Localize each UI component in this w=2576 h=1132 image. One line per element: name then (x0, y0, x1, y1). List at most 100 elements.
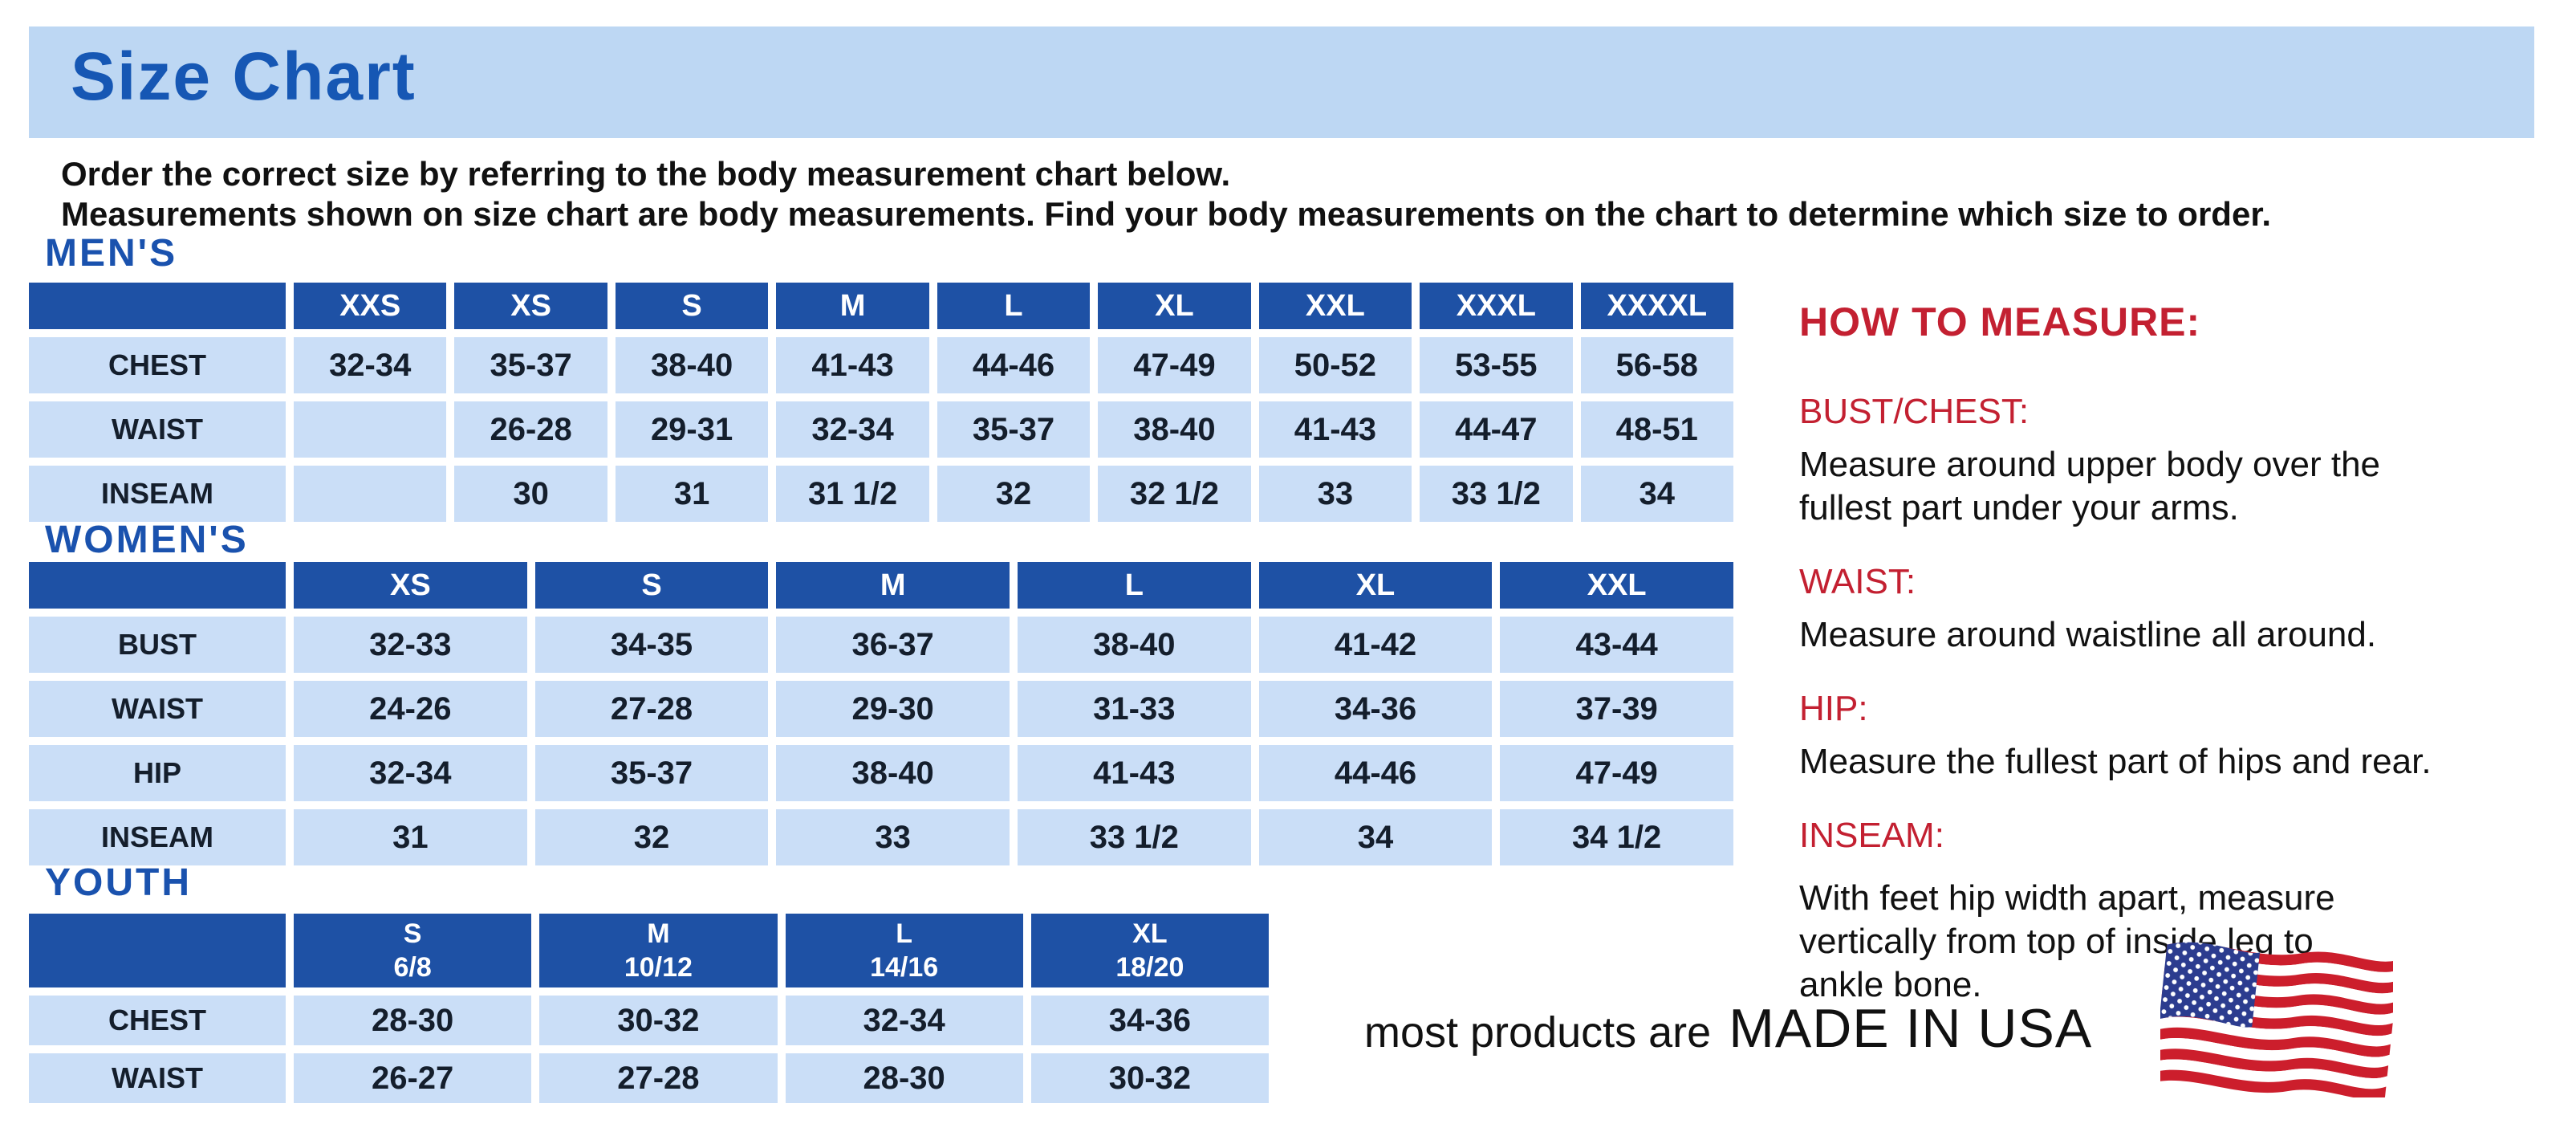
size-value-cell: 31-33 (1017, 681, 1251, 737)
size-value-cell: 38-40 (776, 745, 1010, 801)
size-value-cell: 32-34 (294, 745, 527, 801)
size-column-header: M (776, 283, 929, 329)
size-value-cell: 38-40 (615, 337, 769, 393)
size-value-cell: 33 (776, 809, 1010, 865)
measure-text-bust-chest: Measure around upper body over the fulle… (1799, 445, 2381, 527)
size-column-header: XS (294, 562, 527, 609)
measure-heading-inseam: INSEAM: (1799, 816, 1944, 855)
measurement-row-label: INSEAM (29, 809, 286, 865)
size-value-cell: 35-37 (454, 337, 607, 393)
size-value-cell: 24-26 (294, 681, 527, 737)
measurement-row-label: WAIST (29, 401, 286, 458)
mens-section-heading: MEN'S (45, 232, 178, 275)
size-value-cell: 50-52 (1258, 337, 1412, 393)
size-column-header: XXL (1258, 283, 1412, 329)
measurement-row-label: BUST (29, 617, 286, 673)
size-value-cell: 34-36 (1258, 681, 1493, 737)
table-corner-cell (29, 283, 286, 329)
measure-heading-hip: HIP: (1799, 689, 1868, 728)
size-value-cell: 29-30 (776, 681, 1010, 737)
size-value-cell: 30 (454, 466, 607, 522)
size-value-cell: 27-28 (534, 681, 769, 737)
size-value-cell: 41-43 (776, 337, 929, 393)
size-value-cell: 28-30 (785, 1053, 1023, 1103)
usa-flag-icon (2152, 933, 2400, 1107)
measure-heading-waist: WAIST: (1799, 562, 1916, 601)
size-value-cell: 47-49 (1098, 337, 1251, 393)
size-column-header: S 6/8 (294, 914, 532, 987)
size-value-cell: 35-37 (937, 401, 1091, 458)
size-value-cell: 48-51 (1580, 401, 1733, 458)
size-column-header: XS (454, 283, 607, 329)
size-value-cell: 43-44 (1500, 617, 1733, 673)
mens-size-table: XXS XS S M L XL XXL XXXL XXXXL CHEST 32-34 35-37 38-… (29, 283, 1733, 522)
size-value-cell (294, 401, 447, 458)
size-value-cell (294, 466, 447, 522)
size-value-cell: 31 (294, 809, 527, 865)
size-column-header: L 14/16 (785, 914, 1023, 987)
size-column-header: XL (1098, 283, 1251, 329)
made-in-usa-line: most products are MADE IN USA (1364, 997, 2092, 1060)
measurement-row-label: INSEAM (29, 466, 286, 522)
measurement-row-label: CHEST (29, 337, 286, 393)
intro-line-2: Measurements shown on size chart are bod… (61, 195, 2272, 233)
measurement-row-label: HIP (29, 745, 286, 801)
table-corner-cell (29, 914, 286, 987)
size-value-cell: 34-35 (534, 617, 769, 673)
measure-text-waist: Measure around waistline all around. (1799, 615, 2377, 654)
size-value-cell: 32-34 (294, 337, 447, 393)
womens-section-heading: WOMEN'S (45, 519, 249, 561)
size-value-cell: 32 1/2 (1098, 466, 1251, 522)
size-value-cell: 33 1/2 (1420, 466, 1573, 522)
size-column-header: M (776, 562, 1010, 609)
size-value-cell: 38-40 (1098, 401, 1251, 458)
intro-line-1: Order the correct size by referring to t… (61, 155, 1231, 193)
size-value-cell: 41-43 (1017, 745, 1251, 801)
measurement-row-label: CHEST (29, 996, 286, 1045)
size-column-header: XL 18/20 (1030, 914, 1269, 987)
size-value-cell: 32 (937, 466, 1091, 522)
size-column-header: XXL (1500, 562, 1733, 609)
size-value-cell: 34 (1258, 809, 1493, 865)
size-value-cell: 33 1/2 (1017, 809, 1251, 865)
size-value-cell: 38-40 (1017, 617, 1251, 673)
size-value-cell: 26-27 (294, 1053, 532, 1103)
size-column-header: XXS (294, 283, 447, 329)
size-value-cell: 27-28 (539, 1053, 778, 1103)
how-to-measure-panel: HOW TO MEASURE: BUST/CHEST: Measure arou… (1799, 299, 2576, 1007)
size-value-cell: 32-33 (294, 617, 527, 673)
size-value-cell: 28-30 (294, 996, 532, 1045)
size-value-cell: 41-42 (1258, 617, 1493, 673)
how-to-measure-title: HOW TO MEASURE: (1799, 299, 2201, 344)
title-band: Size Chart (29, 26, 2534, 138)
size-column-header: XXXXL (1580, 283, 1733, 329)
size-column-header: XXXL (1420, 283, 1573, 329)
size-column-header: L (937, 283, 1091, 329)
size-value-cell: 31 1/2 (776, 466, 929, 522)
size-column-header: M 10/12 (539, 914, 778, 987)
table-corner-cell (29, 562, 286, 609)
size-value-cell: 31 (615, 466, 769, 522)
size-value-cell: 47-49 (1500, 745, 1733, 801)
youth-section-heading: YOUTH (45, 861, 192, 904)
size-value-cell: 44-46 (1258, 745, 1493, 801)
intro-text: Order the correct size by referring to t… (61, 154, 2271, 234)
size-value-cell: 36-37 (776, 617, 1010, 673)
size-value-cell: 53-55 (1420, 337, 1573, 393)
size-value-cell: 26-28 (454, 401, 607, 458)
made-in-usa-text: MADE IN USA (1729, 998, 2093, 1059)
size-column-header: L (1017, 562, 1251, 609)
size-column-header: S (615, 283, 769, 329)
size-value-cell: 30-32 (1030, 1053, 1269, 1103)
size-value-cell: 32-34 (776, 401, 929, 458)
made-in-usa-prefix: most products are (1364, 1008, 1712, 1057)
size-value-cell: 44-47 (1420, 401, 1573, 458)
size-column-header: XL (1258, 562, 1493, 609)
size-value-cell: 56-58 (1580, 337, 1733, 393)
size-value-cell: 30-32 (539, 996, 778, 1045)
measurement-row-label: WAIST (29, 681, 286, 737)
size-value-cell: 37-39 (1500, 681, 1733, 737)
size-value-cell: 35-37 (534, 745, 769, 801)
size-value-cell: 33 (1258, 466, 1412, 522)
size-value-cell: 29-31 (615, 401, 769, 458)
